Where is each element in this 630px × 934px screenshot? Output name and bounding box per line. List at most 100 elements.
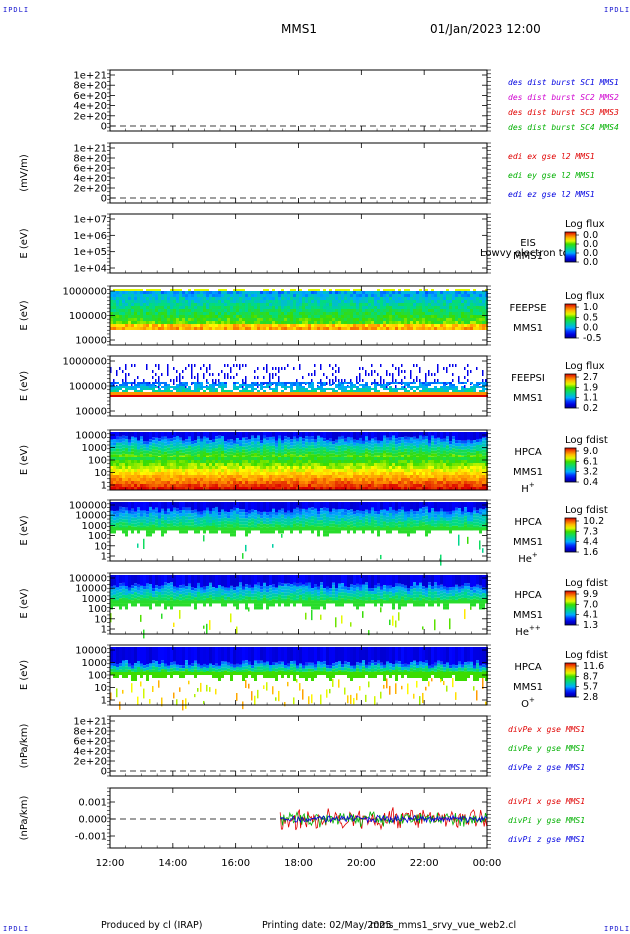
spectrogram-cell [212,392,215,395]
spectrogram-cell [164,481,167,484]
spectrogram-cell [290,382,293,384]
spectrogram-cell [326,376,328,379]
spectrogram-cell [125,379,127,382]
spectrogram-cell [311,460,314,463]
spectrogram-cell [347,324,350,327]
spectrogram-cell [329,392,332,395]
spectrogram-cell [347,309,350,312]
spectrogram-cell [302,386,305,388]
spectrogram-cell [137,327,140,330]
spectrogram-cell [251,469,254,472]
spectrogram-cell [146,306,149,309]
spectrogram-cell [185,321,188,324]
spectrogram-cell [446,324,449,327]
spectrogram-cell [320,463,323,466]
spectrogram-cell [455,297,458,300]
spectrogram-cell [248,315,251,318]
spectrogram-cell [191,373,193,376]
spectrogram-cell [146,312,149,315]
spectrogram-cell [437,324,440,327]
spectrogram-cell [143,386,146,388]
spectrogram-cell [293,478,296,481]
spectrogram-cell [197,457,200,460]
spectrogram-cell [269,291,272,294]
legend-label: des dist burst SC3 MMS3 [508,108,619,117]
spectrogram-cell [248,454,251,458]
spectrogram-cell [218,484,221,487]
spectrogram-cell [368,306,371,309]
spectrogram-cell [335,439,338,443]
spectrogram-cell [410,297,413,300]
spectrogram-cell [380,382,382,385]
spectrogram-cell [161,439,164,443]
spectrogram-cell [290,318,293,321]
spectrogram-cell [224,469,227,472]
spectrogram-cell [371,303,374,306]
spectrogram-cell [176,466,179,469]
spectrogram-cell [389,297,392,300]
spectrogram-cell [323,475,326,478]
spectrogram-cell [236,447,239,451]
spectrogram-cell [329,312,332,315]
spectrogram-cell [209,432,212,441]
spectrogram-cell [380,466,383,469]
spectrogram-cell [272,436,275,440]
spectrogram-cell [155,386,158,388]
spectrogram-cell [203,484,206,487]
spectrogram-cell [254,452,257,456]
spectrogram-cell [296,309,299,312]
spectrogram-cell [344,478,347,481]
spectrogram-cell [173,440,176,444]
spectrogram-cell [200,472,203,475]
spectrogram-cell [125,306,128,309]
spectrogram-cell [407,321,410,324]
spectrogram-cell [185,432,188,440]
spectrogram-cell [452,303,455,306]
spectrogram-cell [152,294,155,297]
spectrogram-cell [281,324,284,327]
spectrogram-cell [308,478,311,481]
spectrogram-cell [350,294,353,297]
spectrogram-cell [134,484,137,487]
spectrogram-cell [158,395,161,397]
spectrogram-cell [437,291,440,294]
spectrogram-cell [254,382,257,384]
spectrogram-cell [461,300,464,303]
spectrogram-cell [182,315,185,318]
spectrogram-cell [221,289,224,291]
spectrogram-cell [377,300,380,303]
spectrogram-cell [299,457,302,460]
spectrogram-cell [302,463,305,466]
spectrogram-cell [419,324,422,327]
spectrogram-cell [191,453,194,457]
spectrogram-cell [182,478,185,481]
spectrogram-cell [326,487,329,490]
spectrogram-cell [209,324,212,327]
spectrogram-cell [458,318,461,321]
spectrogram-cell [182,300,185,303]
spectrogram-cell [266,457,269,460]
spectrogram-cell [176,444,179,448]
spectrogram-cell [152,469,155,472]
spectrogram-cell [215,442,218,446]
spectrogram-cell [152,395,155,397]
spectrogram-cell [164,390,167,392]
spectrogram-cell [284,472,287,475]
spectrogram-cell [386,385,388,388]
spectrogram-cell [320,475,323,478]
spectrogram-cell [380,312,383,315]
spectrogram-cell [194,384,197,386]
spectrogram-cell [398,367,400,370]
spectrogram-cell [401,392,404,395]
spectrogram-cell [461,315,464,318]
spectrogram-cell [215,318,218,321]
spectrogram-cell [347,469,350,472]
spectrogram-cell [281,472,284,475]
spectrogram-cell [368,478,371,481]
spectrogram-cell [326,306,329,309]
spectrogram-cell [209,460,212,463]
spectrogram-cell [341,303,344,306]
spectrogram-cell [152,327,155,330]
spectrogram-cell [344,469,347,472]
spectrogram-cell [299,445,302,449]
